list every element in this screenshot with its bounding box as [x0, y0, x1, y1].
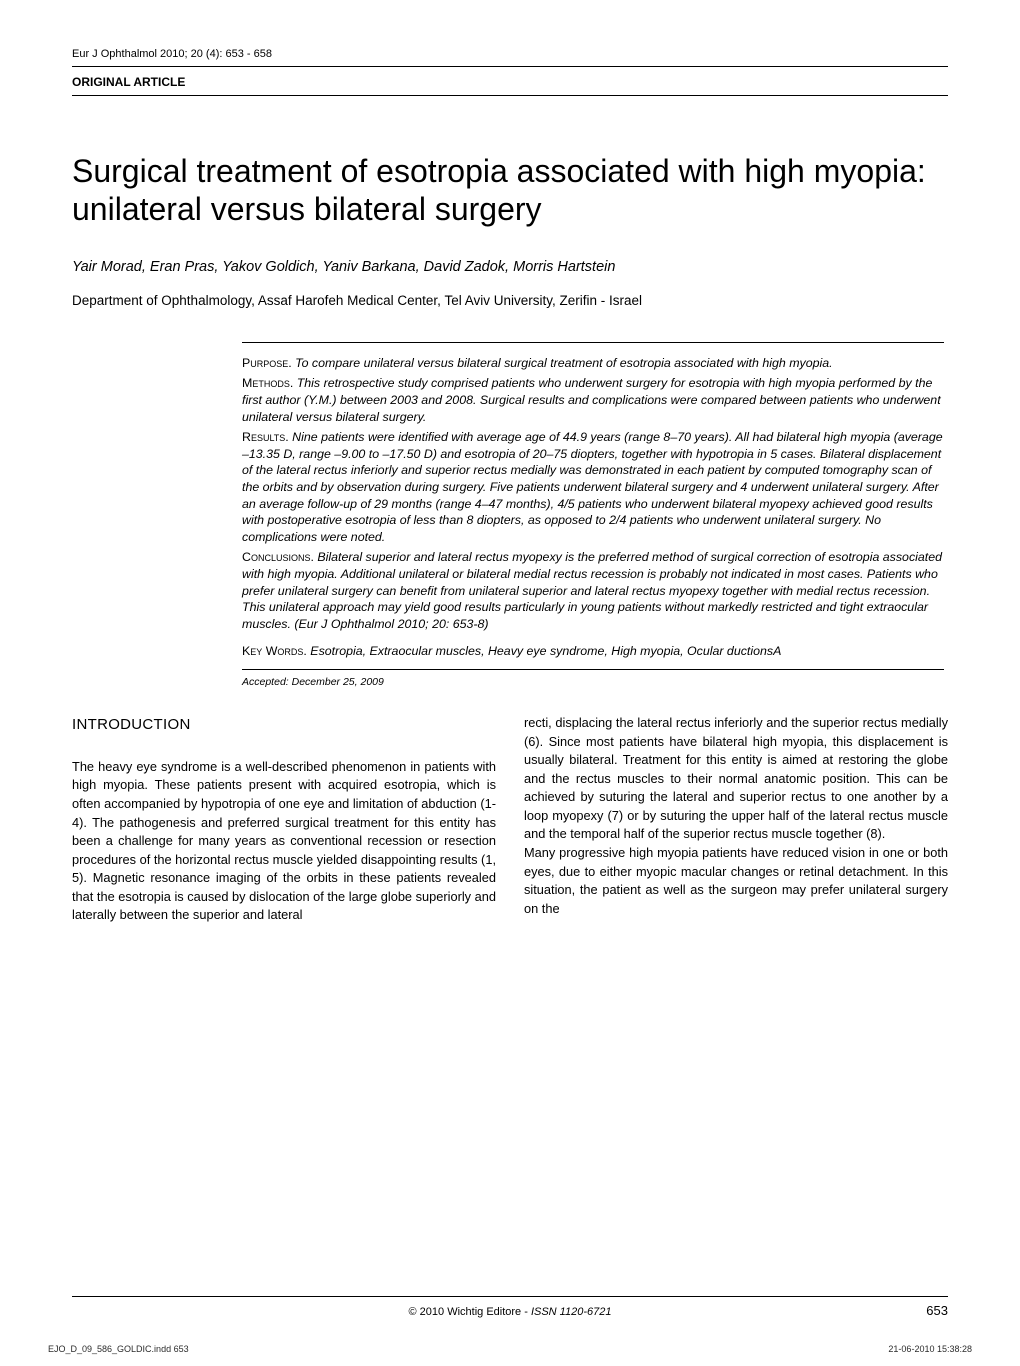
keywords-text: Esotropia, Extraocular muscles, Heavy ey… — [307, 644, 782, 658]
rule-under-section — [72, 95, 948, 96]
methods-label: Methods. — [242, 376, 293, 390]
intro-para-3: Many progressive high myopia patients ha… — [524, 844, 948, 918]
results-label: Results. — [242, 430, 289, 444]
methods-text: This retrospective study comprised patie… — [242, 376, 941, 423]
results-text: Nine patients were identified with avera… — [242, 430, 943, 544]
column-right: recti, displacing the lateral rectus inf… — [524, 714, 948, 925]
issn: ISSN 1120-6721 — [531, 1306, 612, 1318]
running-head: Eur J Ophthalmol 2010; 20 (4): 653 - 658 — [72, 48, 948, 60]
abstract-conclusions: Conclusions. Bilateral superior and late… — [242, 549, 944, 632]
section-label: ORIGINAL ARTICLE — [72, 75, 948, 89]
body-columns: INTRODUCTION The heavy eye syndrome is a… — [72, 714, 948, 925]
accepted-date: Accepted: December 25, 2009 — [242, 676, 948, 688]
page-number: 653 — [926, 1303, 948, 1318]
purpose-label: Purpose. — [242, 356, 292, 370]
article-title: Surgical treatment of esotropia associat… — [72, 152, 948, 229]
conclusions-text: Bilateral superior and lateral rectus my… — [242, 550, 942, 630]
print-timestamp: 21-06-2010 15:38:28 — [888, 1344, 972, 1354]
copyright: © 2010 Wichtig Editore - ISSN 1120-6721 — [291, 1306, 729, 1318]
author-list: Yair Morad, Eran Pras, Yakov Goldich, Ya… — [72, 259, 948, 275]
abstract-results: Results. Nine patients were identified w… — [242, 429, 944, 545]
abstract-purpose: Purpose. To compare unilateral versus bi… — [242, 355, 944, 372]
print-footer: EJO_D_09_586_GOLDIC.indd 653 21-06-2010 … — [48, 1344, 972, 1354]
copyright-prefix: © 2010 Wichtig Editore - — [409, 1306, 531, 1318]
footer-bar: © 2010 Wichtig Editore - ISSN 1120-6721 … — [72, 1296, 948, 1318]
abstract-keywords: Key Words. Esotropia, Extraocular muscle… — [242, 643, 944, 660]
introduction-heading: INTRODUCTION — [72, 714, 496, 736]
rule-top — [72, 66, 948, 67]
column-left: INTRODUCTION The heavy eye syndrome is a… — [72, 714, 496, 925]
abstract-block: Purpose. To compare unilateral versus bi… — [242, 342, 944, 670]
footer-spacer-right: 653 — [729, 1303, 948, 1318]
intro-para-2: recti, displacing the lateral rectus inf… — [524, 714, 948, 844]
purpose-text: To compare unilateral versus bilateral s… — [292, 356, 833, 370]
intro-para-1: The heavy eye syndrome is a well-describ… — [72, 758, 496, 925]
affiliation: Department of Ophthalmology, Assaf Harof… — [72, 293, 948, 308]
print-file: EJO_D_09_586_GOLDIC.indd 653 — [48, 1344, 189, 1354]
keywords-label: Key Words. — [242, 644, 307, 658]
abstract-methods: Methods. This retrospective study compri… — [242, 375, 944, 425]
conclusions-label: Conclusions. — [242, 550, 314, 564]
